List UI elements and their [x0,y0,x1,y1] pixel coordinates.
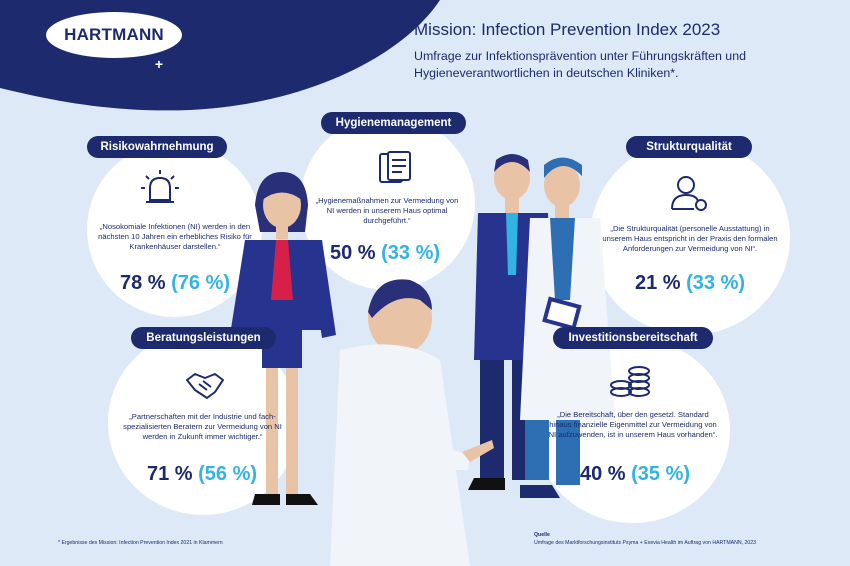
stat-risk-value: 78 % [119,272,166,294]
quote-hygiene: „Hygienemaßnahmen zur Vermeidung von NI … [315,196,459,225]
quote-invest: „Die Bereitschaft, über den gesetzl. Sta… [548,410,718,439]
person-settings-icon [671,176,707,211]
quote-struktur: „Die Strukturqualität (personelle Aussta… [602,224,778,253]
label-hygiene: Hygienemanagement [321,112,466,134]
foreground-man-figure [330,279,494,566]
stat-beratung-prev: (56 %) [198,463,258,485]
stat-hygiene-prev: (33 %) [381,242,441,264]
coin-stacks-icon [610,366,650,397]
quote-beratung: „Partnerschaften mit der Industrie und f… [123,412,282,441]
handshake-icon [186,373,224,399]
circle-risk [87,142,262,317]
label-invest: Investitionsbereitschaft [553,327,713,349]
man-suit-figure [468,154,552,490]
label-beratung: Beratungsleistungen [131,327,276,349]
alarm-siren-icon [141,170,179,203]
source-text: Umfrage des Marktforschungsinstituts Psy… [534,540,757,546]
stat-invest: 40 % (35 %) [555,463,715,486]
stat-beratung: 71 % (56 %) [122,463,282,486]
stat-invest-value: 40 % [579,463,626,485]
source-label: Quelle [534,532,550,538]
stat-struktur: 21 % (33 %) [610,272,770,295]
logo-cross-icon: + [150,55,168,73]
label-struktur: Strukturqualität [626,136,752,158]
stat-struktur-prev: (33 %) [686,272,746,294]
stat-struktur-value: 21 % [634,272,681,294]
stat-hygiene-value: 50 % [329,242,376,264]
footnote: * Ergebnisse des Mission: Infection Prev… [58,540,223,546]
page-title: Mission: Infection Prevention Index 2023 [414,20,721,39]
circle-struktur [590,140,790,335]
stat-hygiene: 50 % (33 %) [305,242,465,265]
stat-risk-prev: (76 %) [171,272,231,294]
circle-hygiene [300,115,475,290]
stat-invest-prev: (35 %) [631,463,691,485]
quote-risk: „Nosokomiale Infektionen (NI) werden in … [98,222,252,251]
clipboard-documents-icon [379,151,411,183]
page-subtitle: Umfrage zur Infektionsprävention unter F… [414,49,746,80]
stat-risk: 78 % (76 %) [95,272,255,295]
stat-beratung-value: 71 % [146,463,193,485]
doctor-figure [520,157,615,498]
label-risk: Risikowahrnehmung [87,136,227,158]
logo-text: HARTMANN [64,25,164,44]
hartmann-logo: HARTMANN + [44,10,184,73]
